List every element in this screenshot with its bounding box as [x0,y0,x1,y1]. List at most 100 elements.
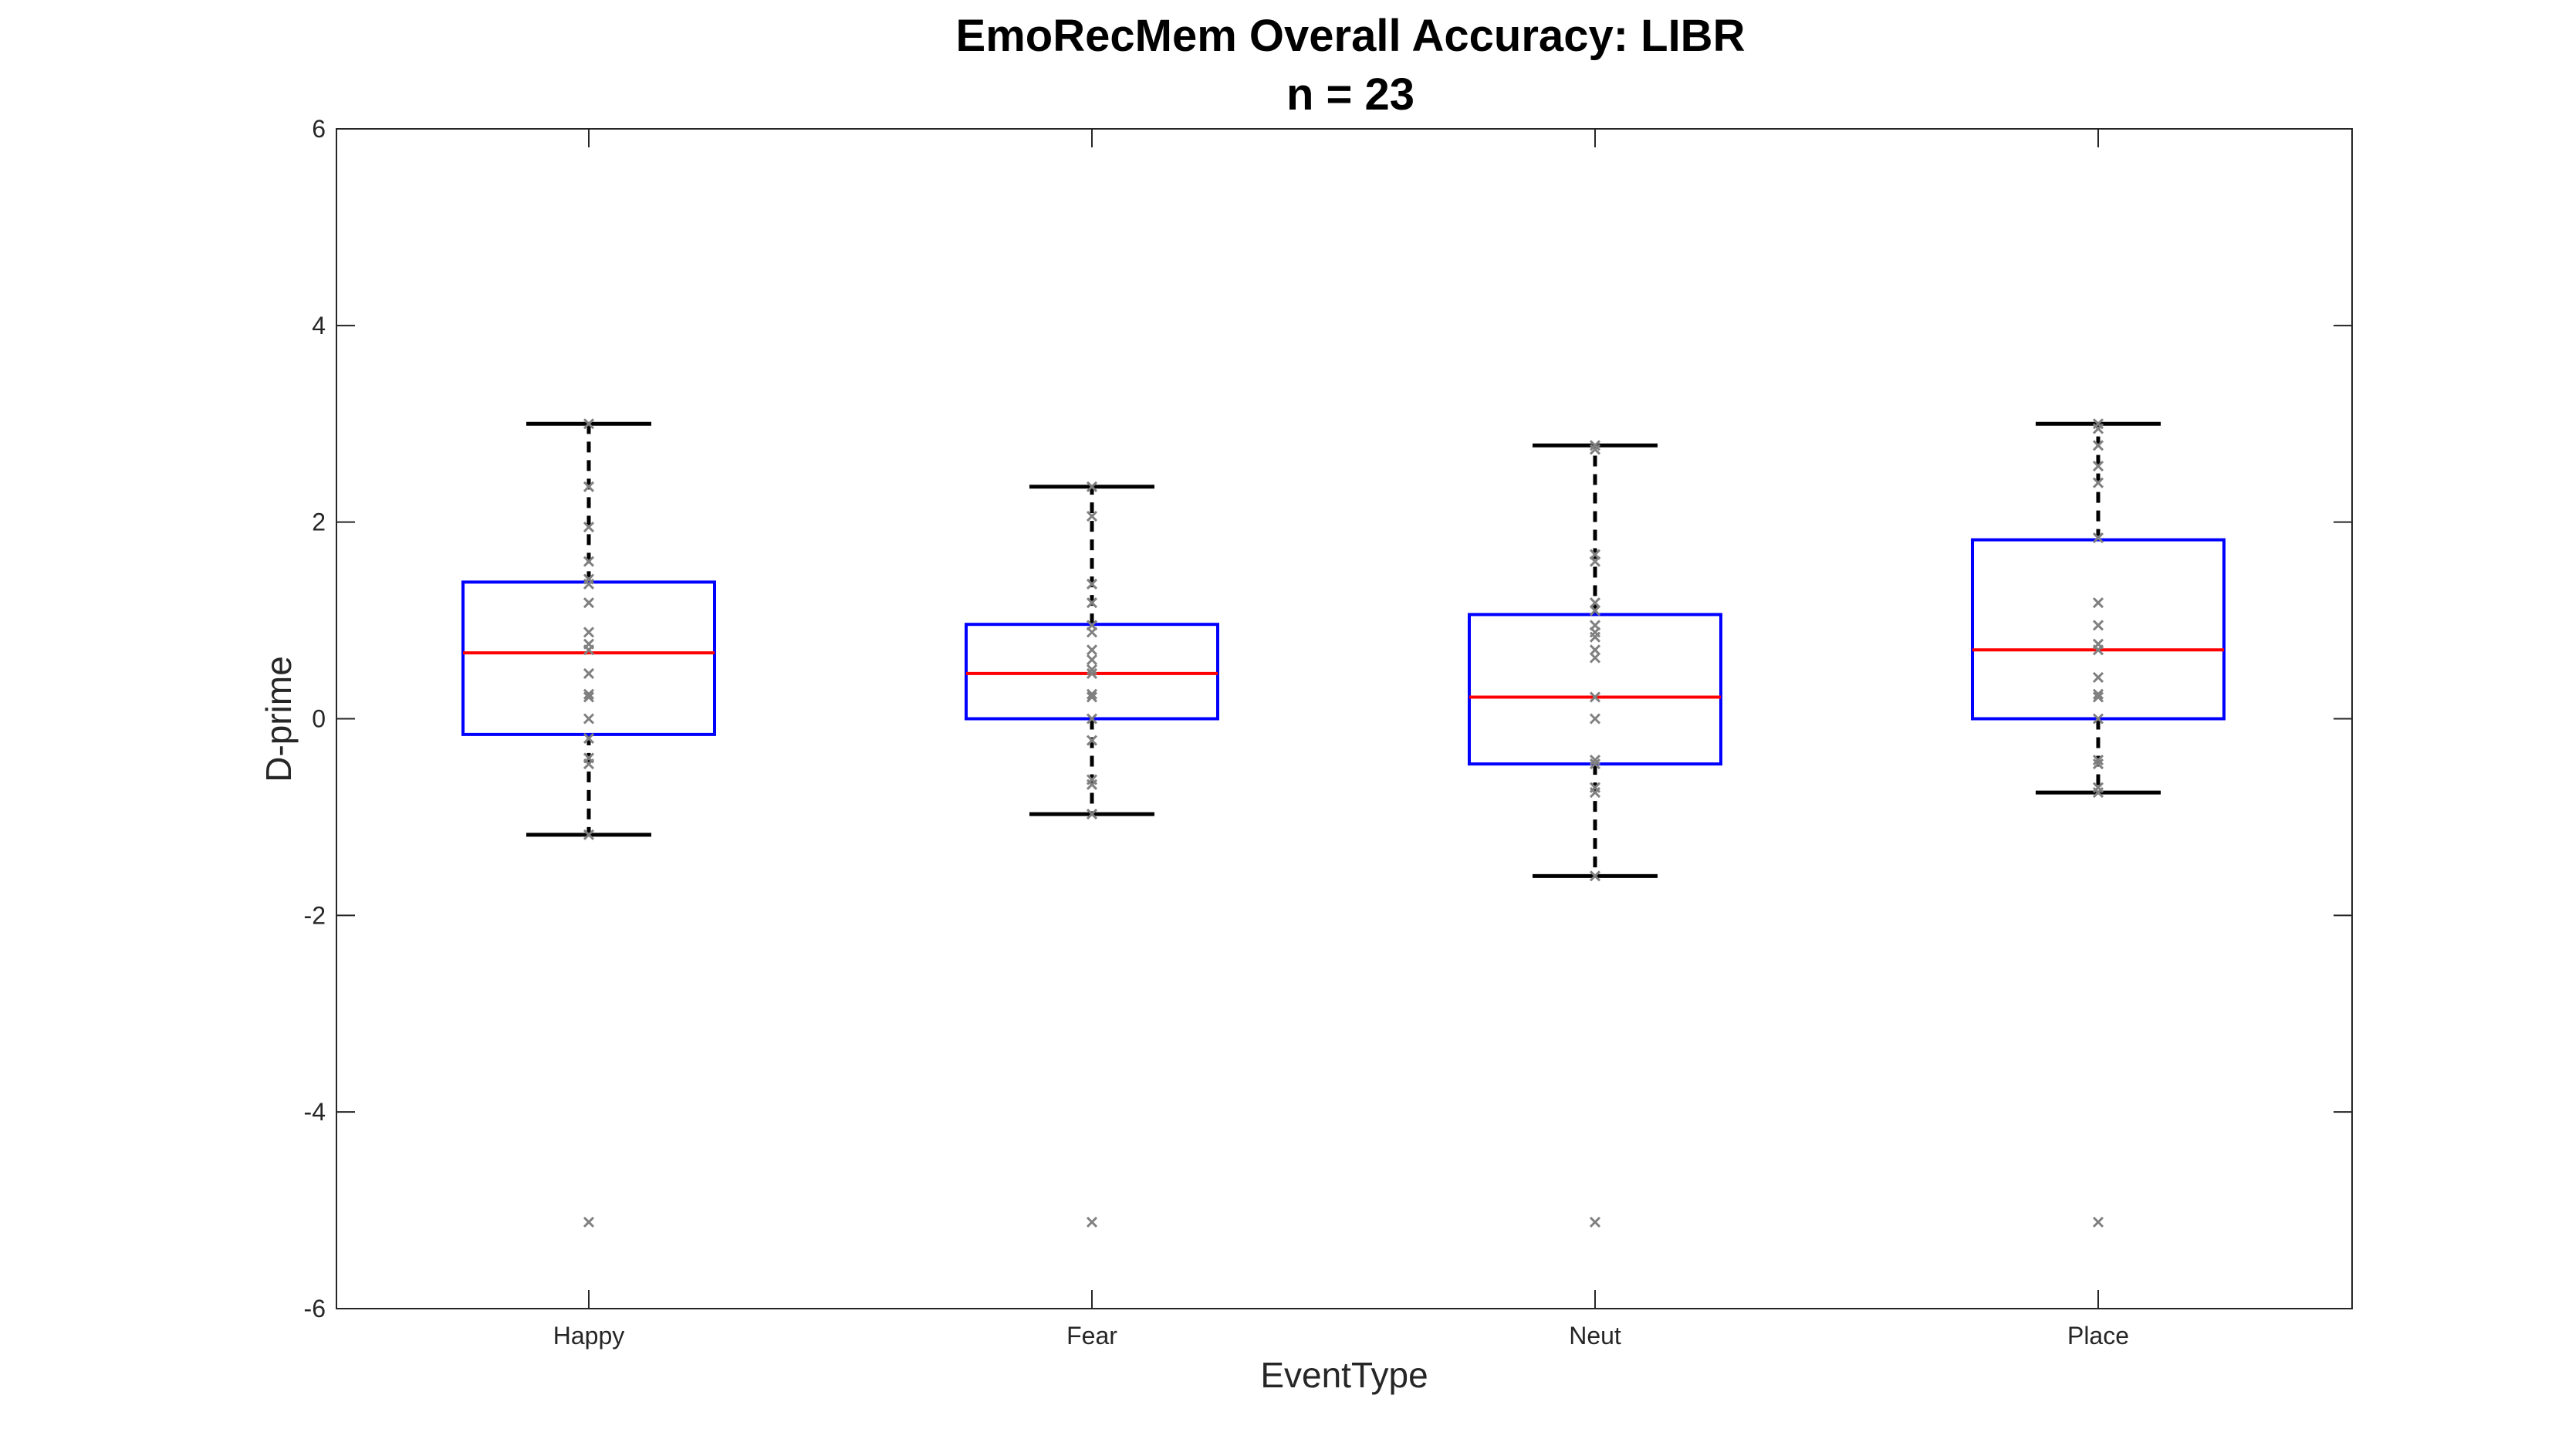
data-point [1086,713,1098,725]
data-point [1589,631,1601,643]
x-tick-label: Neut [1569,1322,1621,1350]
data-point-stroke [1086,578,1098,589]
data-point-stroke [583,597,595,609]
data-point [2092,423,2104,434]
data-point [1086,809,1098,820]
data-point [583,713,595,725]
data-point [2092,620,2104,631]
data-point [1086,779,1098,790]
data-point-stroke [1589,440,1601,451]
data-point-stroke [1589,713,1601,725]
data-point [2092,597,2104,609]
data-point-stroke [583,829,595,840]
data-point [1086,578,1098,589]
data-point [1086,691,1098,703]
data-point [583,556,595,567]
data-point-stroke [2092,597,2104,609]
data-point [1086,1216,1098,1228]
data-point [1086,481,1098,492]
data-point-stroke [2092,754,2104,766]
y-tick-label: 2 [312,508,326,536]
data-point [583,578,595,589]
data-point-stroke [1589,787,1601,799]
data-point [1589,713,1601,725]
data-point [2092,713,2104,725]
chart-subtitle: n = 23 [1286,69,1414,120]
data-point-stroke [2092,423,2104,434]
data-point [583,758,595,770]
data-point-stroke [1086,627,1098,638]
data-point [1589,652,1601,664]
data-point-stroke [1086,664,1098,675]
data-point [583,1216,595,1228]
data-point [583,627,595,638]
data-point-stroke [583,1216,595,1228]
data-point-stroke [2092,620,2104,631]
data-point-stroke [583,644,595,656]
chart-title: EmoRecMem Overall Accuracy: LIBR [956,11,1746,61]
data-point-stroke [1589,691,1601,703]
x-tick-label: Fear [1066,1322,1117,1350]
data-point-stroke [2092,644,2104,656]
data-point [2092,440,2104,451]
data-point [583,732,595,745]
data-point [1589,758,1601,770]
x-tick-label: Place [2067,1322,2129,1350]
data-point [583,691,595,703]
data-point [583,521,595,533]
data-point [1086,627,1098,638]
data-point [1589,556,1601,567]
x-axis: Happy Fear Neut Place [553,129,2129,1350]
data-point-stroke [1086,667,1098,679]
data-point-stroke [583,481,595,492]
data-point [2092,1216,2104,1228]
data-point-stroke [2092,787,2104,799]
data-point-stroke [1589,754,1601,766]
data-point [583,418,595,430]
data-point [1589,597,1601,609]
data-point-stroke [2092,440,2104,451]
x-axis-label: EventType [1260,1355,1428,1395]
data-point-stroke [2092,713,2104,725]
data-point-stroke [583,688,595,700]
data-point-stroke [1086,644,1098,656]
data-point-stroke [1589,556,1601,567]
data-point-stroke [1086,597,1098,609]
data-point [1589,1216,1601,1228]
data-point [1086,667,1098,679]
data-point-stroke [1086,510,1098,522]
iqr-box [461,580,716,736]
data-point-stroke [1086,779,1098,790]
y-tick-label: -2 [304,901,326,929]
data-point-stroke [2092,477,2104,488]
data-point-stroke [2092,688,2104,700]
data-point-stroke [2092,1216,2104,1228]
data-point-stroke [1589,1216,1601,1228]
data-point-stroke [1589,652,1601,664]
data-point [2092,477,2104,488]
data-point-stroke [1086,654,1098,666]
iqr-box [1971,538,2226,721]
boxes-layer [461,418,2226,1228]
data-point-stroke [2092,460,2104,472]
data-point-stroke [1589,631,1601,643]
data-point [1086,664,1098,675]
box-happy [461,418,716,1228]
data-point [2092,754,2104,766]
data-point [1589,605,1601,617]
data-point [1589,787,1601,799]
box-neut [1468,440,1722,1228]
x-tick-label: Happy [553,1322,625,1350]
iqr-box [965,623,1219,721]
data-point [1589,870,1601,882]
data-point-stroke [1589,758,1601,770]
data-point-stroke [1086,691,1098,703]
data-point [583,667,595,679]
data-point-stroke [1086,1216,1098,1228]
data-point [2092,691,2104,703]
data-point [2092,460,2104,472]
data-point-stroke [2092,671,2104,684]
data-point [2092,787,2104,799]
data-point-stroke [583,556,595,567]
